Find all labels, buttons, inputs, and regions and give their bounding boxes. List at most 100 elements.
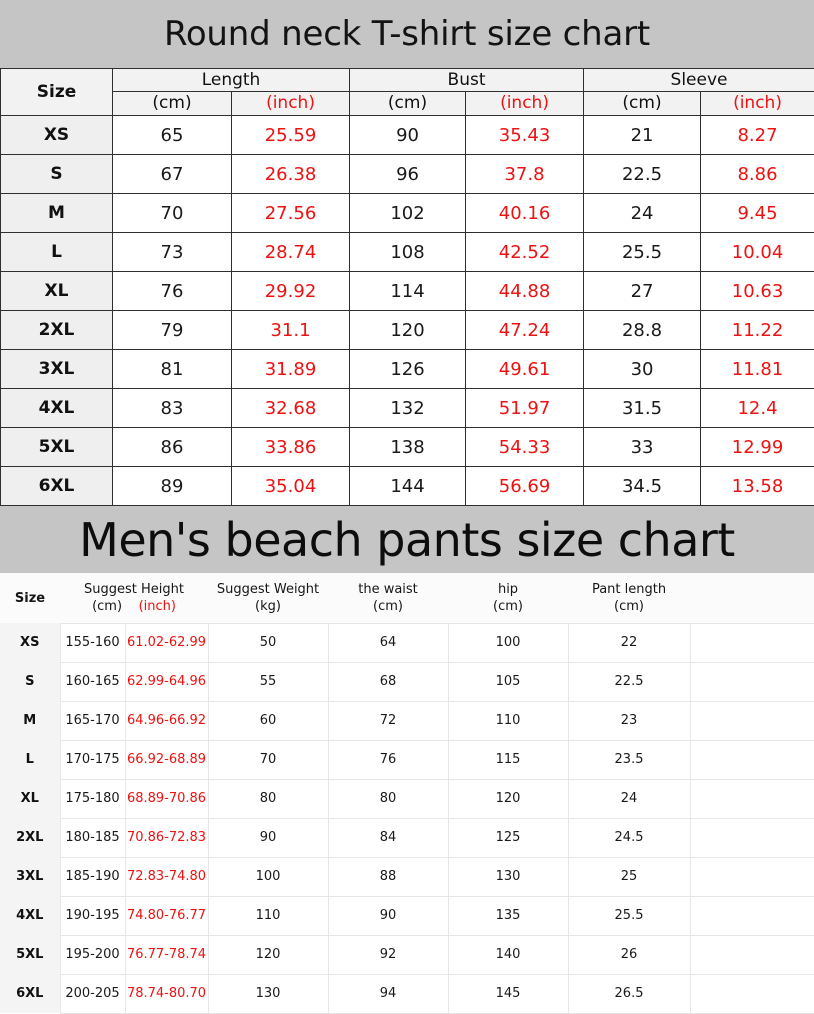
pants-chart-title-banner: Men's beach pants size chart — [0, 506, 814, 573]
row-hip-cm: 130 — [448, 857, 568, 896]
row-sleeve-inch: 11.22 — [701, 311, 814, 350]
row-size: S — [0, 662, 60, 701]
tshirt-header-sleeve-cm: (cm) — [584, 92, 701, 116]
row-spacer — [690, 779, 814, 818]
row-size: 3XL — [1, 350, 113, 389]
pants-header-height-units: (cm) (inch) — [60, 598, 208, 615]
row-height-inch: 61.02-62.99 — [125, 623, 208, 662]
row-waist-cm: 68 — [328, 662, 448, 701]
pants-header-pant-length: Pant length (cm) — [568, 573, 690, 623]
pants-header-hip: hip (cm) — [448, 573, 568, 623]
row-size: 5XL — [0, 935, 60, 974]
table-row: 3XL 185-190 72.83-74.80 100 88 130 25 — [0, 857, 814, 896]
table-row: XL 76 29.92 114 44.88 27 10.63 — [1, 272, 814, 311]
row-height-inch: 78.74-80.70 — [125, 974, 208, 1013]
row-sleeve-cm: 21 — [584, 116, 701, 155]
pants-size-table: Size Suggest Height (cm) (inch) Suggest … — [0, 573, 814, 1014]
pants-header-suggest-weight-label: Suggest Weight — [217, 582, 319, 597]
row-spacer — [690, 896, 814, 935]
row-length-cm: 79 — [113, 311, 232, 350]
pants-header-pant-length-unit: (cm) — [568, 598, 690, 615]
tshirt-size-table: Size Length Bust Sleeve (cm) (inch) (cm)… — [0, 68, 814, 506]
row-pant-length-cm: 25.5 — [568, 896, 690, 935]
row-pant-length-cm: 22.5 — [568, 662, 690, 701]
row-weight-kg: 100 — [208, 857, 328, 896]
row-height-inch: 62.99-64.96 — [125, 662, 208, 701]
table-row: 4XL 190-195 74.80-76.77 110 90 135 25.5 — [0, 896, 814, 935]
tshirt-header-group-row: Size Length Bust Sleeve — [1, 69, 814, 92]
row-hip-cm: 140 — [448, 935, 568, 974]
row-sleeve-cm: 25.5 — [584, 233, 701, 272]
row-bust-inch: 49.61 — [466, 350, 584, 389]
pants-header-spacer — [690, 573, 814, 623]
row-bust-inch: 47.24 — [466, 311, 584, 350]
row-waist-cm: 90 — [328, 896, 448, 935]
row-waist-cm: 72 — [328, 701, 448, 740]
row-spacer — [690, 662, 814, 701]
row-length-cm: 67 — [113, 155, 232, 194]
row-sleeve-inch: 12.4 — [701, 389, 814, 428]
row-length-cm: 81 — [113, 350, 232, 389]
table-row: S 67 26.38 96 37.8 22.5 8.86 — [1, 155, 814, 194]
row-size: XS — [0, 623, 60, 662]
row-spacer — [690, 701, 814, 740]
row-size: S — [1, 155, 113, 194]
tshirt-table-head: Size Length Bust Sleeve (cm) (inch) (cm)… — [1, 69, 814, 116]
row-length-inch: 31.1 — [232, 311, 350, 350]
pants-header-hip-unit: (cm) — [448, 598, 568, 615]
row-height-inch: 64.96-66.92 — [125, 701, 208, 740]
row-size: 6XL — [0, 974, 60, 1013]
row-pant-length-cm: 24 — [568, 779, 690, 818]
row-pant-length-cm: 24.5 — [568, 818, 690, 857]
pants-header-weight-unit: (kg) — [208, 598, 328, 615]
table-row: M 70 27.56 102 40.16 24 9.45 — [1, 194, 814, 233]
row-weight-kg: 80 — [208, 779, 328, 818]
row-size: L — [1, 233, 113, 272]
row-length-inch: 26.38 — [232, 155, 350, 194]
row-size: M — [0, 701, 60, 740]
row-waist-cm: 88 — [328, 857, 448, 896]
pants-header-suggest-height-label: Suggest Height — [84, 582, 184, 597]
tshirt-chart-title-banner: Round neck T-shirt size chart — [0, 0, 814, 68]
row-weight-kg: 120 — [208, 935, 328, 974]
row-weight-kg: 50 — [208, 623, 328, 662]
row-height-cm: 200-205 — [60, 974, 125, 1013]
row-length-inch: 29.92 — [232, 272, 350, 311]
row-size: XL — [0, 779, 60, 818]
row-sleeve-inch: 8.27 — [701, 116, 814, 155]
row-bust-inch: 54.33 — [466, 428, 584, 467]
row-hip-cm: 120 — [448, 779, 568, 818]
row-size: 2XL — [0, 818, 60, 857]
row-height-inch: 68.89-70.86 — [125, 779, 208, 818]
pants-table-body: XS 155-160 61.02-62.99 50 64 100 22 S 16… — [0, 623, 814, 1013]
row-hip-cm: 100 — [448, 623, 568, 662]
row-height-cm: 190-195 — [60, 896, 125, 935]
row-sleeve-inch: 12.99 — [701, 428, 814, 467]
pants-header-suggest-weight: Suggest Weight (kg) — [208, 573, 328, 623]
row-size: 5XL — [1, 428, 113, 467]
tshirt-header-bust-inch: (inch) — [466, 92, 584, 116]
row-height-inch: 76.77-78.74 — [125, 935, 208, 974]
row-length-inch: 33.86 — [232, 428, 350, 467]
row-size: 2XL — [1, 311, 113, 350]
tshirt-header-length-cm: (cm) — [113, 92, 232, 116]
table-row: XL 175-180 68.89-70.86 80 80 120 24 — [0, 779, 814, 818]
row-length-cm: 89 — [113, 467, 232, 506]
tshirt-header-group-sleeve: Sleeve — [584, 69, 814, 92]
row-height-inch: 66.92-68.89 — [125, 740, 208, 779]
tshirt-header-size: Size — [1, 69, 113, 116]
row-length-cm: 83 — [113, 389, 232, 428]
row-sleeve-cm: 34.5 — [584, 467, 701, 506]
row-length-cm: 73 — [113, 233, 232, 272]
row-height-cm: 165-170 — [60, 701, 125, 740]
row-length-cm: 76 — [113, 272, 232, 311]
row-length-inch: 31.89 — [232, 350, 350, 389]
row-sleeve-inch: 8.86 — [701, 155, 814, 194]
row-length-cm: 70 — [113, 194, 232, 233]
pants-chart-title: Men's beach pants size chart — [79, 513, 735, 567]
row-bust-cm: 114 — [350, 272, 466, 311]
row-sleeve-inch: 10.04 — [701, 233, 814, 272]
table-row: L 73 28.74 108 42.52 25.5 10.04 — [1, 233, 814, 272]
row-weight-kg: 60 — [208, 701, 328, 740]
pants-header-waist: the waist (cm) — [328, 573, 448, 623]
